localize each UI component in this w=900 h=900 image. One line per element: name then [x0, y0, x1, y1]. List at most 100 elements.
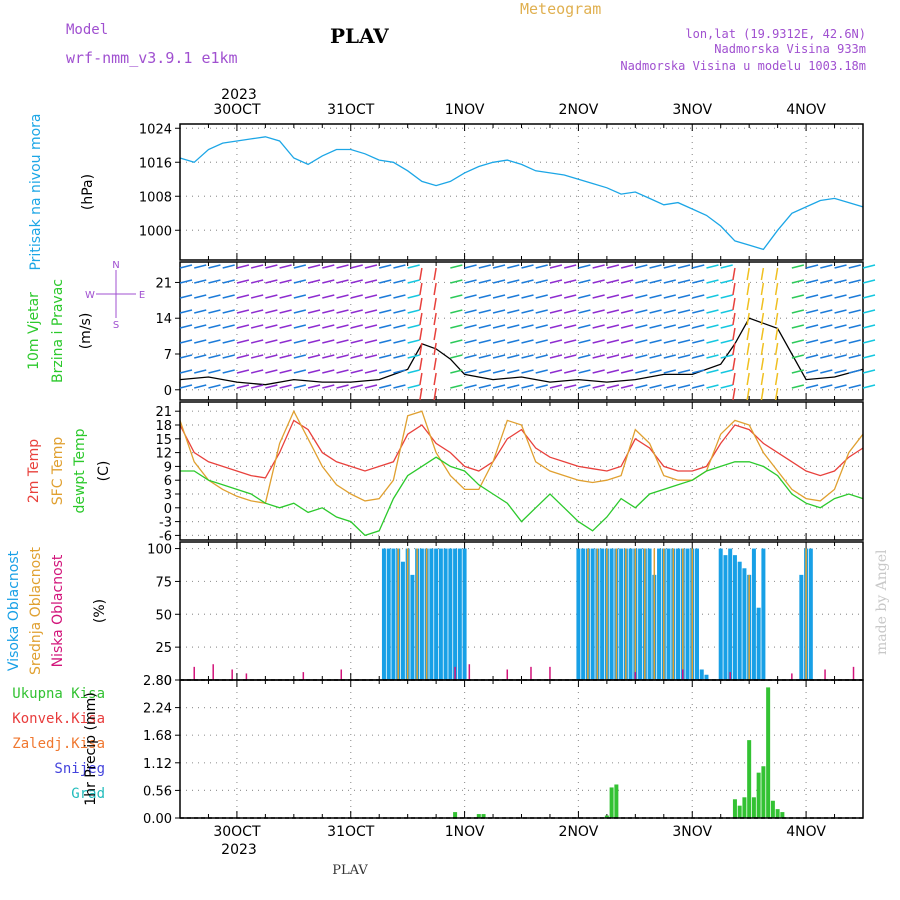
wind-barb	[746, 342, 750, 356]
wind-barb	[774, 327, 779, 341]
axis-label: (%)	[92, 599, 108, 623]
wind-barb	[222, 339, 235, 344]
wind-barb	[279, 309, 292, 314]
wind-barb	[364, 264, 378, 269]
wind-barb	[746, 327, 750, 341]
wind-barb	[393, 279, 406, 284]
wind-barb	[549, 369, 563, 374]
wind-barb	[805, 279, 819, 284]
axis-label: (C)	[96, 461, 112, 482]
wind-barb	[222, 279, 235, 284]
bar	[596, 548, 599, 680]
wind-barb	[805, 369, 819, 374]
bar	[453, 548, 458, 680]
wind-barb	[606, 264, 620, 269]
wind-barb	[492, 369, 506, 374]
wind-barb	[279, 339, 292, 344]
wind-barb	[834, 339, 847, 344]
wind-barb	[450, 354, 463, 359]
wind-barb	[336, 354, 349, 359]
wind-barb	[393, 384, 406, 389]
wind-barb	[692, 309, 705, 314]
wind-barb	[663, 279, 676, 284]
wind-barb	[677, 324, 691, 329]
panel-frame	[179, 123, 864, 261]
wind-barb	[578, 339, 591, 344]
wind-barb	[592, 279, 605, 284]
wind-barb	[732, 297, 736, 311]
bar	[657, 548, 662, 680]
wind-barb	[746, 372, 750, 386]
bar	[614, 784, 619, 818]
wind-barb	[706, 369, 719, 374]
wind-barb	[820, 384, 833, 389]
wind-barb	[194, 339, 207, 344]
bar	[429, 548, 434, 680]
day-label-bottom: 1NOV	[445, 824, 485, 840]
wind-barb	[336, 339, 349, 344]
wind-barb	[393, 324, 406, 329]
wind-barb	[364, 279, 378, 284]
wind-barb	[236, 354, 250, 359]
wind-barb	[620, 339, 634, 344]
bar	[231, 669, 233, 680]
wind-barb	[862, 384, 876, 389]
bar	[742, 797, 747, 818]
bar	[780, 812, 785, 818]
wind-barb	[746, 267, 750, 281]
wind-barb	[720, 339, 733, 344]
wind-barb	[236, 324, 250, 329]
wind-barb	[364, 324, 378, 329]
wind-barb	[433, 357, 437, 371]
wind-barb	[649, 294, 662, 299]
bar	[761, 548, 766, 680]
wind-barb	[293, 369, 307, 374]
wind-barb	[677, 279, 691, 284]
wind-barb	[649, 309, 662, 314]
wind-barb	[507, 384, 520, 389]
wind-barb	[464, 279, 477, 284]
wind-barb	[407, 369, 420, 374]
wind-barb	[834, 324, 847, 329]
model-altitude-text: Nadmorska Visina u modelu 1003.18m	[620, 59, 866, 73]
altitude-text: Nadmorska Visina 933m	[714, 42, 866, 56]
bar	[791, 673, 793, 680]
wind-barb	[521, 339, 534, 344]
wind-barb	[194, 264, 207, 269]
wind-barb	[620, 384, 634, 389]
day-label-bottom: 2NOV	[559, 824, 599, 840]
wind-barb	[393, 369, 406, 374]
bar	[723, 555, 728, 680]
wind-barb	[322, 279, 335, 284]
wind-barb	[635, 339, 648, 344]
bar	[770, 800, 775, 818]
wind-barb	[635, 369, 648, 374]
wind-barb	[379, 264, 392, 269]
y-tick-label: 21	[155, 405, 172, 420]
wind-barb	[350, 354, 363, 359]
wind-barb	[805, 294, 819, 299]
wind-barb	[208, 324, 221, 329]
wind-barb	[293, 384, 307, 389]
compass-east: E	[139, 290, 145, 301]
wind-barb	[649, 324, 662, 329]
wind-barb	[293, 324, 307, 329]
wind-barb	[293, 279, 307, 284]
bar	[506, 669, 509, 680]
wind-barb	[322, 264, 335, 269]
model-label: Model	[66, 22, 108, 38]
wind-barb	[208, 369, 221, 374]
panel-frame	[179, 679, 864, 819]
wind-barb	[179, 369, 193, 374]
bar	[653, 548, 656, 680]
bar	[400, 561, 405, 680]
bar	[576, 548, 581, 680]
wind-barb	[364, 294, 378, 299]
wind-barb	[720, 384, 733, 389]
wind-barb	[194, 279, 207, 284]
wind-barb	[791, 324, 805, 329]
wind-barb	[564, 384, 577, 389]
wind-barb	[478, 384, 491, 389]
wind-barb	[746, 387, 750, 401]
axis-label: 1hr Precip (mm)	[83, 692, 99, 805]
